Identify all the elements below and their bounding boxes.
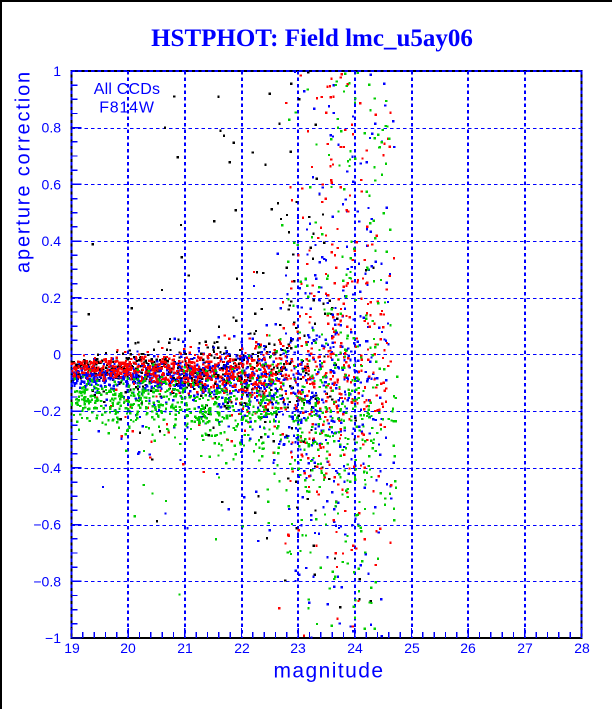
svg-text:0.8: 0.8	[42, 120, 62, 136]
svg-text:23: 23	[290, 640, 306, 656]
svg-text:−0.6: −0.6	[33, 517, 61, 533]
svg-text:0: 0	[53, 347, 61, 363]
svg-text:aperture correction: aperture correction	[13, 70, 35, 273]
svg-text:−0.8: −0.8	[33, 573, 61, 589]
svg-text:F814W: F814W	[99, 100, 155, 117]
svg-text:magnitude: magnitude	[273, 660, 384, 683]
svg-text:All CCDs: All CCDs	[94, 81, 161, 98]
svg-text:−0.2: −0.2	[33, 403, 61, 419]
svg-text:0.6: 0.6	[42, 176, 62, 192]
svg-text:−1: −1	[45, 630, 61, 646]
svg-text:HSTPHOT: Field lmc_u5ay06: HSTPHOT: Field lmc_u5ay06	[151, 25, 473, 52]
svg-text:28: 28	[574, 640, 590, 656]
svg-text:27: 27	[517, 640, 533, 656]
svg-text:−0.4: −0.4	[33, 460, 61, 476]
svg-text:20: 20	[120, 640, 136, 656]
svg-text:25: 25	[404, 640, 420, 656]
svg-text:24: 24	[347, 640, 363, 656]
svg-text:22: 22	[234, 640, 250, 656]
svg-text:19: 19	[64, 640, 80, 656]
svg-text:21: 21	[177, 640, 193, 656]
svg-text:1: 1	[53, 63, 61, 79]
svg-text:0.2: 0.2	[42, 290, 62, 306]
svg-text:26: 26	[460, 640, 476, 656]
svg-text:0.4: 0.4	[42, 233, 62, 249]
